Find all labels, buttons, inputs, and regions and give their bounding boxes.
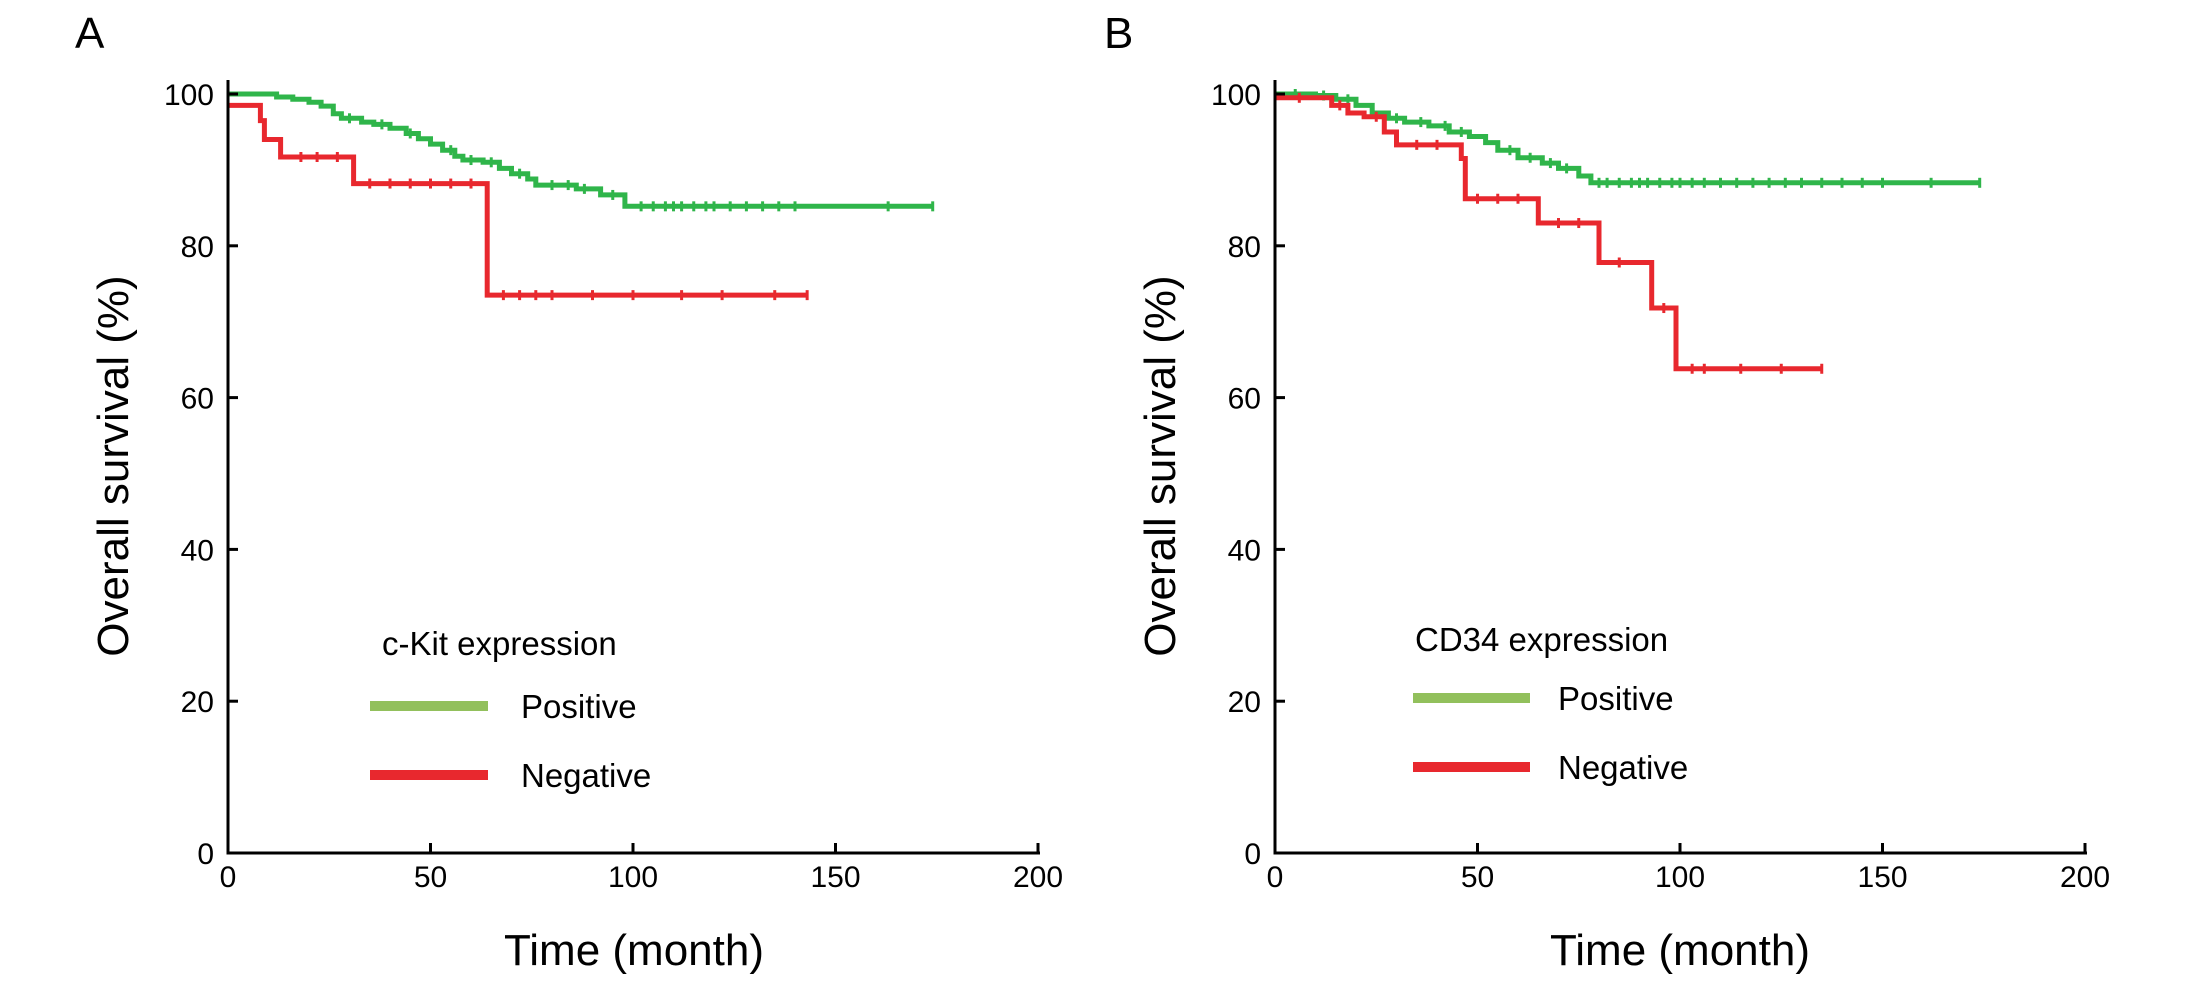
x-tick-label-a-3: 150 (810, 861, 860, 894)
y-tick-label-b-2: 40 (1228, 534, 1261, 567)
y-tick-label-a-5: 100 (164, 79, 214, 112)
y-tick-label-b-4: 80 (1228, 231, 1261, 264)
ticks-a: 0 50 100 150 200 0 20 40 60 80 100 (164, 79, 1063, 894)
x-tick-label-b-2: 100 (1655, 861, 1705, 894)
y-tick-label-a-3: 60 (181, 383, 214, 416)
y-tick-label-b-1: 20 (1228, 686, 1261, 719)
y-tick-label-a-0: 0 (197, 838, 214, 871)
x-tick-label-a-4: 200 (1013, 861, 1063, 894)
x-tick-label-b-1: 50 (1461, 861, 1494, 894)
ticks-b: 0 50 100 150 200 0 20 40 60 80 100 (1211, 79, 2110, 894)
survival-curve-positive-a (228, 91, 933, 209)
survival-curves-b (1275, 89, 1982, 374)
y-tick-label-b-5: 100 (1211, 79, 1261, 112)
x-tick-label-a-1: 50 (414, 861, 447, 894)
panel-a: A 0 50 100 150 200 0 20 40 60 80 100 c-Kit express… (75, 9, 1063, 975)
survival-curve-positive-b (1275, 91, 1980, 186)
legend-label-negative-b: Negative (1558, 749, 1688, 786)
x-tick-label-b-4: 200 (2060, 861, 2110, 894)
panel-letter-a: A (75, 9, 105, 58)
y-tick-label-a-4: 80 (181, 231, 214, 264)
panel-letter-b: B (1104, 9, 1133, 58)
legend-a: c-Kit expression Positive Negative (370, 625, 651, 794)
y-axis-title-b: Overall survival (%) (1136, 275, 1185, 656)
x-tick-label-a-0: 0 (220, 861, 237, 894)
survival-curve-negative-b (1275, 95, 1822, 372)
x-tick-label-b-0: 0 (1267, 861, 1284, 894)
y-tick-label-b-3: 60 (1228, 383, 1261, 416)
x-tick-label-a-2: 100 (608, 861, 658, 894)
y-axis-title-a: Overall survival (%) (89, 275, 138, 656)
x-axis-title-a: Time (month) (504, 926, 764, 975)
x-axis-title-b: Time (month) (1550, 926, 1810, 975)
survival-curves-a (228, 91, 935, 301)
x-tick-label-b-3: 150 (1857, 861, 1907, 894)
legend-label-negative-a: Negative (521, 757, 651, 794)
y-tick-label-a-1: 20 (181, 686, 214, 719)
survival-curve-negative-a (228, 102, 808, 298)
legend-label-positive-a: Positive (521, 688, 637, 725)
y-tick-label-a-2: 40 (181, 534, 214, 567)
legend-b: CD34 expression Positive Negative (1413, 621, 1688, 786)
legend-title-a: c-Kit expression (382, 625, 617, 662)
y-tick-label-b-0: 0 (1244, 838, 1261, 871)
panel-b: B 0 50 100 150 200 0 20 40 60 80 100 CD34 expressi… (1104, 9, 2110, 975)
legend-label-positive-b: Positive (1558, 680, 1674, 717)
legend-title-b: CD34 expression (1415, 621, 1668, 658)
